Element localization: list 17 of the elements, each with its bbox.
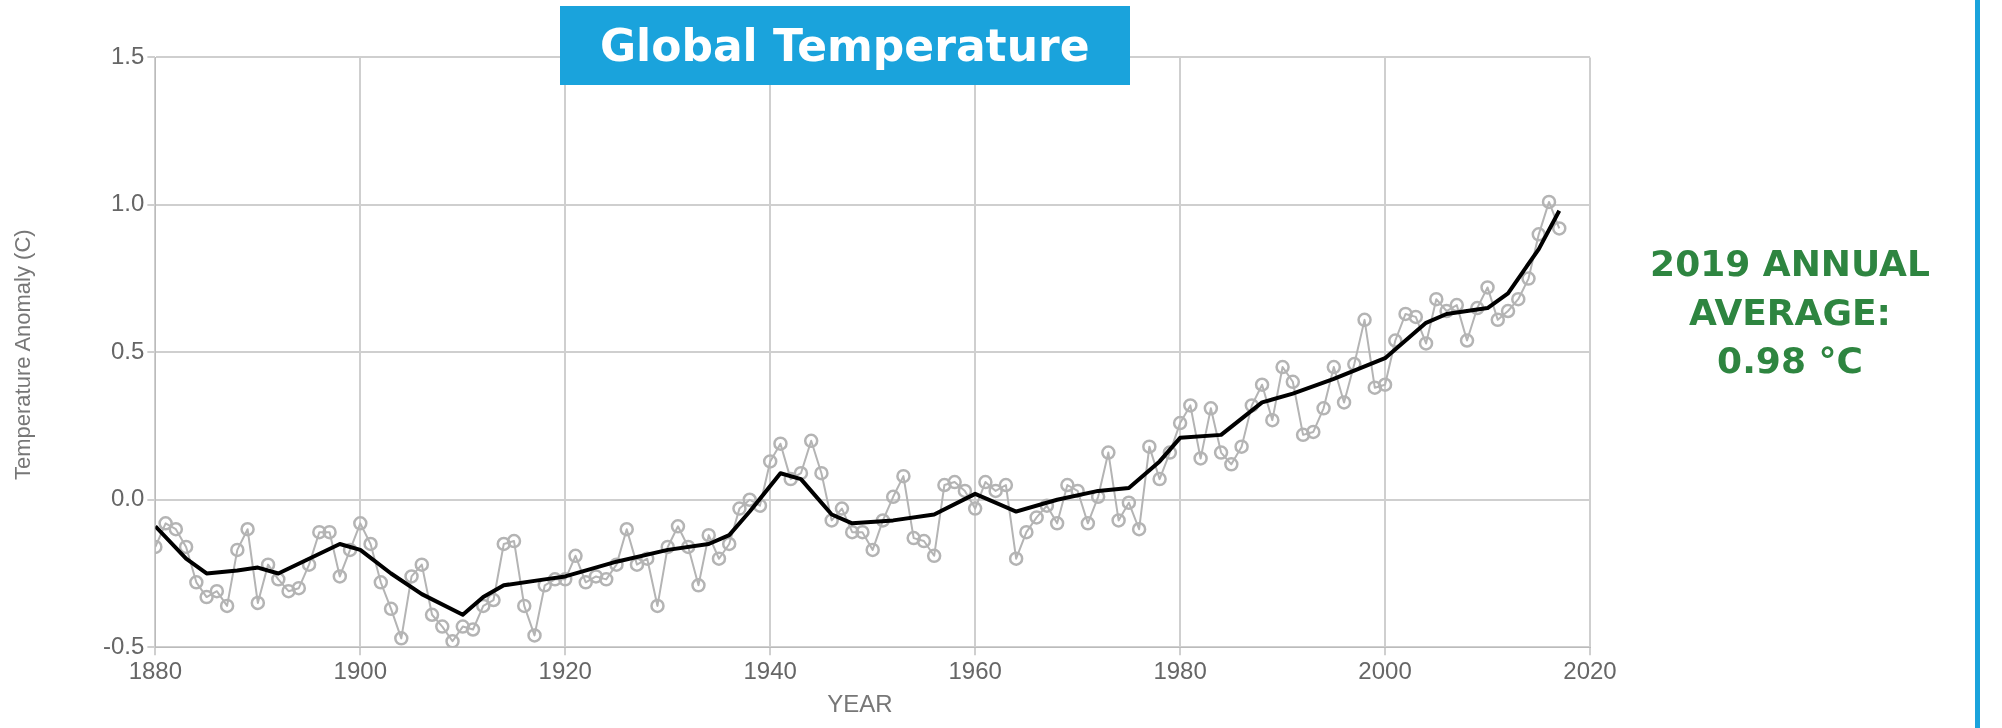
y-tick-label: 0.5: [110, 336, 145, 364]
x-tick-label: 2020: [1563, 657, 1617, 685]
x-tick-label: 2000: [1358, 657, 1412, 685]
y-tick-label: 1.5: [110, 42, 145, 70]
x-tick-label: 1980: [1153, 657, 1207, 685]
x-tick-label: 1960: [948, 657, 1002, 685]
y-tick-label: 1.0: [110, 189, 145, 217]
x-tick-label: 1880: [128, 657, 183, 685]
y-tick-label: -0.5: [103, 631, 145, 659]
text: 2019 ANNUAL AVERAGE: 0.98 °C: [1649, 242, 1931, 384]
x-tick-label: 1940: [743, 657, 797, 685]
y-tick-label: 0.0: [110, 484, 145, 512]
y-axis-title: Temperature Anomaly (C): [10, 229, 36, 480]
x-tick-label: 1920: [538, 657, 592, 685]
x-tick-label: 1900: [333, 657, 387, 685]
x-axis-title: YEAR: [826, 690, 894, 718]
chart-title: Global Temperature: [560, 6, 1130, 85]
